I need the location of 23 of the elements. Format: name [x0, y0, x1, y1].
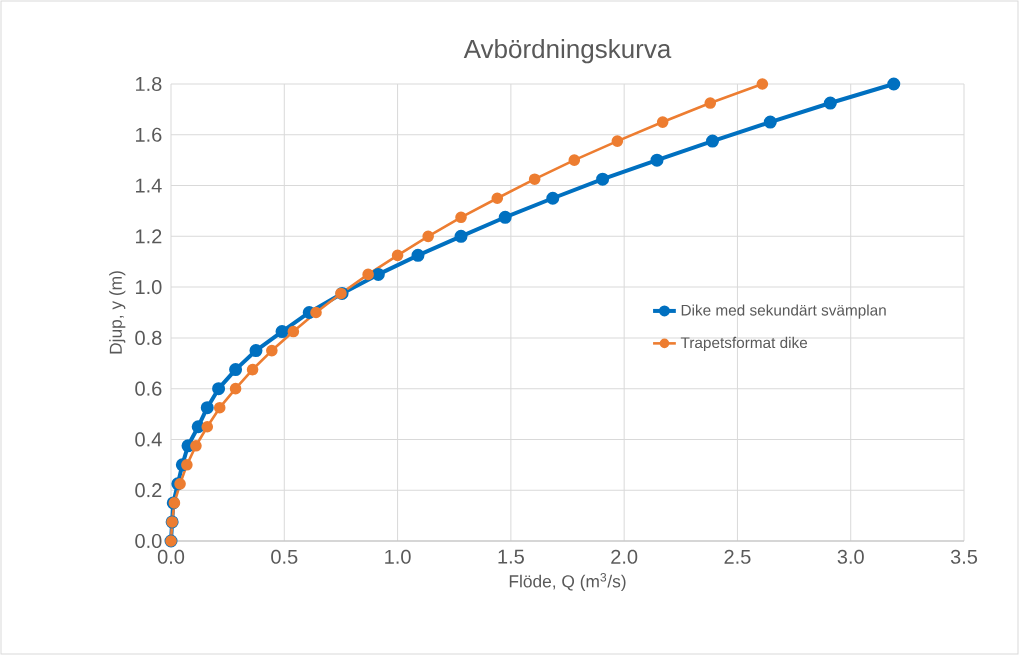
x-tick-label: 3.5 [950, 549, 978, 564]
y-tick-label: 1.0 [136, 280, 162, 295]
y-tick-label: 0.2 [135, 483, 162, 498]
y-tick-label: 1.8 [136, 76, 162, 92]
y-tick-label: 0.6 [135, 381, 162, 396]
x-tick-label: 2.0 [611, 549, 638, 564]
y-tick-label: 1.2 [136, 229, 162, 244]
x-tick-label: 0.0 [157, 549, 185, 564]
x-tick-label: 1.0 [385, 549, 411, 564]
x-tick-label: 1.5 [498, 549, 524, 564]
chart-title: Avbördningskurva [463, 39, 672, 64]
legend-label: Dike med sekundärt svämplan [681, 304, 886, 319]
x-tick-label: 2.5 [724, 549, 751, 564]
x-axis-title: Flöde, Q (m$^{3}$/s) [509, 573, 626, 591]
y-tick-label: 0.0 [135, 533, 162, 549]
y-tick-label: 0.4 [135, 432, 162, 447]
x-tick-label: 0.5 [271, 549, 298, 564]
y-tick-label: 1.6 [136, 127, 162, 142]
y-tick-label: 0.8 [135, 330, 162, 345]
y-tick-label: 1.4 [136, 178, 162, 193]
y-axis-title: Djup, y (m) [109, 271, 126, 354]
x-tick-label: 3.0 [837, 549, 864, 564]
legend-label: Trapetsformat dike [680, 336, 808, 352]
